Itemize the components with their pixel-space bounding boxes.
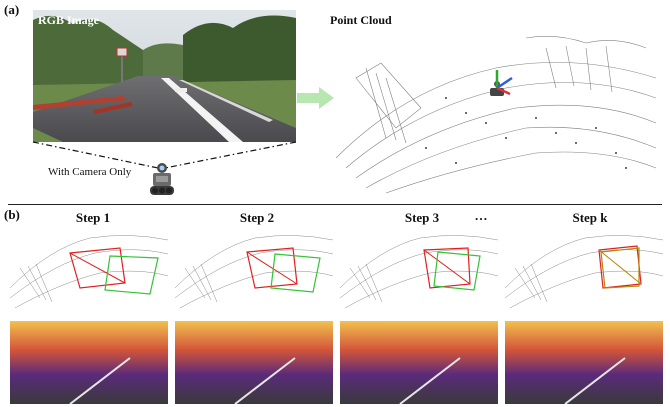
step-2-title: Step 2 (239, 210, 275, 225)
robot-icon (145, 160, 179, 198)
step-1-panel (10, 228, 169, 404)
step-k-panel (504, 228, 664, 404)
camera-caption: With Camera Only (48, 166, 132, 178)
point-cloud-image (326, 28, 666, 198)
panel-a-label: (a) (4, 2, 20, 17)
rgb-image (33, 10, 296, 142)
step-3-panel (339, 228, 499, 404)
step-k-title: Step k (572, 210, 608, 225)
panel-b-label: (b) (4, 207, 20, 222)
step-1-title: Step 1 (75, 210, 111, 225)
step-3-title: Step 3 (404, 210, 440, 225)
rgb-image-title: RGB Image (38, 13, 99, 27)
pointcloud-title: Point Cloud (330, 13, 392, 27)
ellipsis: … (474, 208, 488, 223)
step-2-panel (174, 228, 334, 404)
arrow-icon (297, 86, 335, 110)
section-divider (8, 204, 662, 205)
steps-grid (10, 228, 665, 404)
